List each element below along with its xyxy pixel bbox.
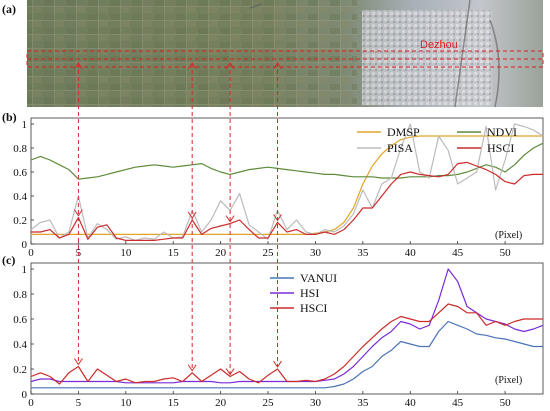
marker-arrowhead xyxy=(73,358,83,366)
marker-arrowhead xyxy=(273,214,282,222)
panel-c: (c) 00.20.40.60.81 0 5 10 15 20 25 30 35 40 45 50 … xyxy=(2,253,544,409)
y-tick-label: 0.8 xyxy=(13,143,27,155)
place-label: Dezhou xyxy=(420,39,458,51)
urban-area xyxy=(362,10,492,105)
marker-arrowhead xyxy=(73,62,83,70)
legend-label: NDVI xyxy=(487,125,517,139)
panel-a-label: (a) xyxy=(2,2,16,16)
x-tick-label: 50 xyxy=(500,247,512,259)
legend-label: PISA xyxy=(387,141,413,155)
panel-a: (a) Dezhou xyxy=(2,0,544,108)
series-line-dmsp xyxy=(31,135,543,235)
x-tick-label: 35 xyxy=(357,397,369,409)
x-tick-label: 25 xyxy=(263,397,275,409)
x-tick-label: 40 xyxy=(405,247,417,259)
x-tick-label: 0 xyxy=(28,397,34,409)
legend: DMSP NDVI PISA HSCI xyxy=(357,125,517,155)
series-group xyxy=(30,123,544,241)
x-tick-label: 20 xyxy=(215,397,227,409)
y-tick-label: 0.4 xyxy=(13,339,27,351)
panel-b: (b) 00.20.40.60.81 05101520253035404550 … xyxy=(2,110,544,259)
x-axis: 0 5 10 15 20 25 30 35 40 45 50 xyxy=(28,391,511,409)
legend-label: DMSP xyxy=(387,125,420,139)
y-tick-label: 1 xyxy=(22,119,28,131)
farmland-texture xyxy=(27,0,357,107)
marker-arrowhead xyxy=(187,364,197,372)
plot-frame xyxy=(30,262,544,395)
series-line-pisa xyxy=(30,123,544,241)
marker-arrowhead xyxy=(225,215,235,223)
marker-arrowhead xyxy=(187,62,197,70)
marker-arrows xyxy=(73,62,282,376)
x-tick-label: 40 xyxy=(405,397,417,409)
series-line-ndvi xyxy=(30,142,544,180)
y-tick-label: 0.2 xyxy=(13,364,27,376)
series-line-hsci xyxy=(30,303,543,385)
x-tick-label: 50 xyxy=(500,397,512,409)
y-tick-label: 0.6 xyxy=(13,167,27,179)
x-tick-label: 10 xyxy=(120,247,132,259)
legend-label: HSI xyxy=(300,286,319,300)
marker-arrowhead xyxy=(73,209,83,217)
panel-b-label: (b) xyxy=(2,110,17,124)
y-tick-label: 1 xyxy=(22,264,28,276)
series-line-vanui xyxy=(31,320,543,389)
x-tick-label: 30 xyxy=(310,397,322,409)
y-tick-label: 0.8 xyxy=(13,289,27,301)
marker-arrowhead xyxy=(273,360,282,368)
x-tick-label: 15 xyxy=(168,397,180,409)
y-tick-label: 0.4 xyxy=(13,191,27,203)
marker-arrowhead xyxy=(225,62,235,70)
y-axis: 0 0.2 0.4 0.6 0.8 1 xyxy=(13,264,34,401)
x-tick-label: 15 xyxy=(168,247,180,259)
series-line-hsci xyxy=(31,161,543,241)
plot-frame xyxy=(30,117,544,245)
x-tick-label: 20 xyxy=(215,247,227,259)
x-tick-label: 10 xyxy=(120,397,132,409)
y-tick-label: 0 xyxy=(22,389,28,401)
x-axis-label: (Pixel) xyxy=(495,375,522,386)
x-tick-label: 35 xyxy=(357,247,369,259)
legend-label: VANUI xyxy=(300,271,337,285)
x-tick-label: 25 xyxy=(263,247,275,259)
series-line-hsi xyxy=(30,268,544,384)
x-tick-label: 45 xyxy=(452,397,464,409)
x-tick-label: 30 xyxy=(310,247,322,259)
legend-label: HSCI xyxy=(300,301,327,315)
y-tick-label: 0.2 xyxy=(13,215,27,227)
y-axis: 0 0.2 0.4 0.6 0.8 1 xyxy=(13,119,34,251)
series-group xyxy=(30,268,544,389)
x-tick-label: 5 xyxy=(76,397,82,409)
marker-arrowhead xyxy=(187,211,197,219)
x-axis-label: (Pixel) xyxy=(495,230,522,241)
roads xyxy=(249,0,500,108)
panel-c-label: (c) xyxy=(2,253,15,267)
y-tick-label: 0 xyxy=(22,239,28,251)
x-tick-label: 0 xyxy=(28,247,34,259)
y-tick-label: 0.6 xyxy=(13,314,27,326)
marker-arrowhead xyxy=(225,368,235,376)
legend-label: HSCI xyxy=(487,141,514,155)
x-tick-label: 45 xyxy=(452,247,464,259)
marker-arrowhead xyxy=(273,62,282,70)
